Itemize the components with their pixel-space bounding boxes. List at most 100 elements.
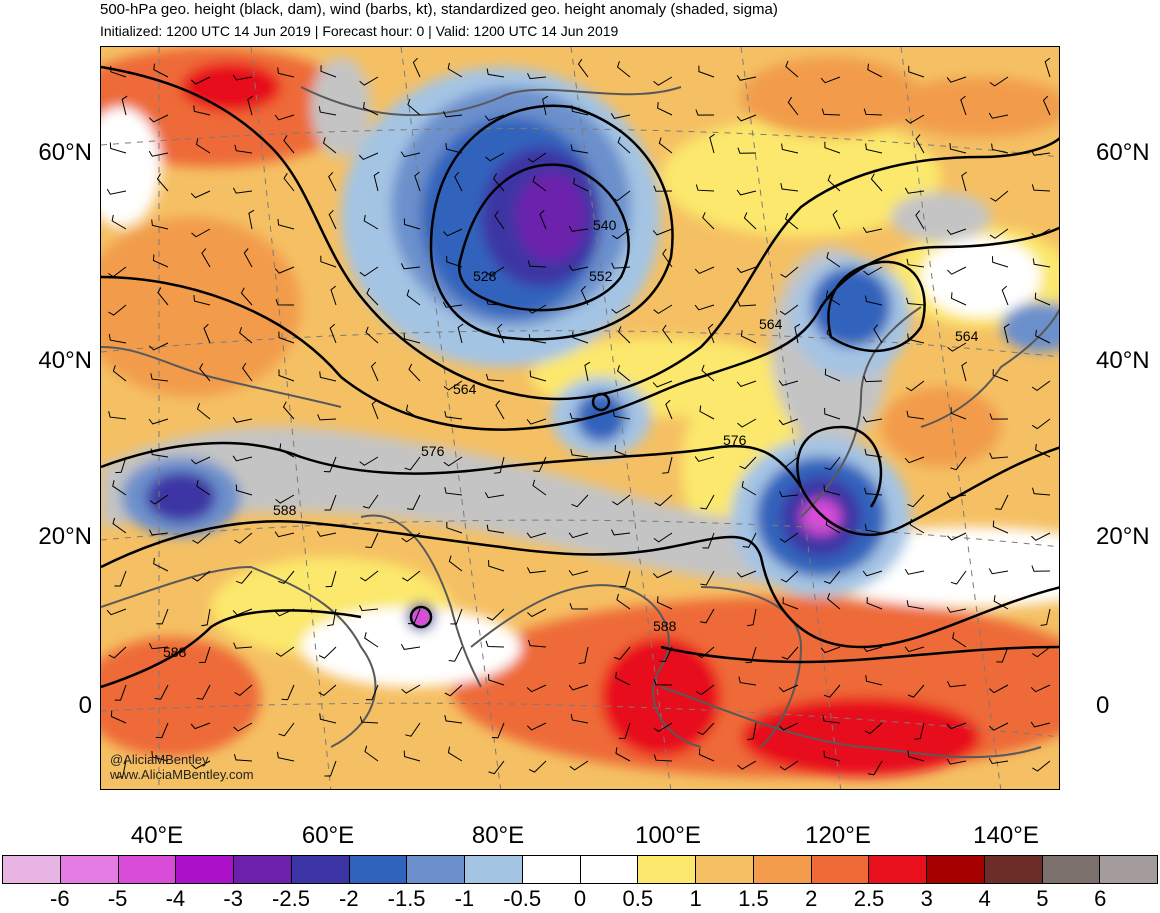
- wind-barb: [694, 304, 715, 311]
- wind-barb: [108, 334, 127, 344]
- wind-barb: [653, 754, 673, 762]
- lon-label-60e: 60°E: [301, 822, 355, 849]
- wind-barb: [617, 365, 631, 382]
- wind-barb: [823, 750, 841, 762]
- lat-label-60n-left: 60°N: [38, 139, 92, 166]
- wind-barb: [359, 456, 379, 466]
- wind-barb: [195, 138, 211, 154]
- wind-barb: [358, 152, 379, 160]
- wind-barb: [201, 248, 211, 268]
- wind-barb: [318, 646, 337, 659]
- wind-barb: [619, 722, 631, 739]
- wind-barb: [702, 212, 715, 230]
- wind-barb: [192, 532, 211, 544]
- wind-barb: [1032, 487, 1051, 496]
- wind-barb: [701, 364, 715, 382]
- wind-barb: [328, 172, 337, 192]
- wind-barb: [275, 646, 295, 657]
- credit-website: www.AliciaMBentley.com: [110, 767, 254, 782]
- wind-barb: [906, 258, 925, 268]
- wind-barb: [611, 304, 631, 314]
- colorbar-label: -2: [339, 886, 359, 911]
- wind-barb: [700, 570, 715, 586]
- cyclone-core: [413, 609, 429, 625]
- wind-barb: [698, 748, 715, 762]
- colorbar-label: -6: [50, 886, 70, 911]
- credit-handle: @AliciaMBentley: [110, 752, 209, 767]
- wind-barb: [528, 334, 547, 344]
- wind-barb: [492, 173, 505, 192]
- wind-barb: [450, 608, 463, 625]
- wind-barb: [988, 758, 1009, 765]
- wind-barb: [989, 413, 1009, 420]
- wind-barb: [359, 716, 379, 724]
- wind-barb: [737, 300, 757, 307]
- wind-barb: [743, 212, 757, 230]
- wind-barb: [653, 722, 673, 733]
- wind-barb: [155, 722, 169, 739]
- wind-barb: [484, 114, 505, 121]
- lat-label-60n-right: 60°N: [1096, 139, 1150, 166]
- wind-barb: [539, 209, 547, 230]
- wind-barb: [568, 532, 589, 539]
- wind-barb: [414, 171, 421, 192]
- contour-label-group: 540 528 552 564 564 564 576 576 588 588 …: [163, 217, 979, 660]
- wind-barb: [322, 137, 337, 154]
- colorbar-label: 5: [1036, 886, 1049, 911]
- wind-barb: [529, 370, 547, 382]
- wind-barb: [907, 333, 925, 344]
- wind-barb: [960, 95, 967, 116]
- wind-barb: [485, 266, 505, 277]
- wind-barb: [618, 326, 631, 344]
- wind-barb: [826, 251, 841, 268]
- wind-barb: [106, 188, 127, 195]
- colorbar-label: 1: [689, 886, 702, 911]
- wind-barb: [1035, 329, 1051, 344]
- wind-barb: [360, 570, 379, 582]
- wind-barb: [695, 684, 715, 696]
- wind-barb: [747, 722, 757, 741]
- wind-barb: [824, 570, 841, 584]
- wind-barb: [110, 710, 127, 724]
- wind-barb: [359, 604, 379, 612]
- wind-barb: [283, 173, 295, 192]
- wind-barb: [568, 265, 589, 271]
- wind-barb: [115, 456, 127, 474]
- wind-barb: [328, 209, 337, 230]
- map-canvas: 540 528 552 564 564 564 576 576 588 588 …: [101, 47, 1059, 789]
- wind-barb: [914, 722, 925, 740]
- wind-barb: [780, 266, 799, 278]
- wind-barb: [445, 143, 463, 154]
- wind-barb: [234, 684, 253, 697]
- wind-barb: [533, 456, 547, 473]
- wind-barb: [988, 112, 1009, 119]
- wind-barb: [865, 295, 883, 306]
- wind-barb: [149, 494, 169, 505]
- wind-barb: [699, 405, 715, 420]
- wind-barb: [497, 323, 505, 344]
- lon-label-120e: 120°E: [805, 822, 871, 849]
- wind-barb: [274, 531, 295, 538]
- wind-barb: [615, 747, 631, 762]
- wind-barb: [905, 380, 925, 392]
- wind-barb: [366, 287, 379, 306]
- lat-label-40n-left: 40°N: [38, 347, 92, 374]
- wind-barb: [1032, 646, 1051, 658]
- wind-barb: [279, 443, 295, 458]
- wind-barb: [781, 646, 799, 660]
- contour-label: 588: [273, 502, 297, 518]
- wind-barb: [150, 373, 169, 382]
- wind-barb: [904, 568, 925, 575]
- wind-barb: [906, 600, 925, 610]
- wind-barb: [196, 403, 211, 420]
- wind-barb: [277, 67, 295, 78]
- wind-barb: [906, 297, 925, 306]
- wind-barb: [992, 256, 1009, 268]
- wind-barb: [235, 570, 253, 584]
- wind-barb: [447, 62, 463, 78]
- wind-barb: [277, 751, 295, 762]
- wind-barb: [659, 646, 673, 663]
- wind-barb: [696, 646, 715, 659]
- contour-label: 588: [163, 644, 187, 660]
- wind-barb: [823, 484, 841, 496]
